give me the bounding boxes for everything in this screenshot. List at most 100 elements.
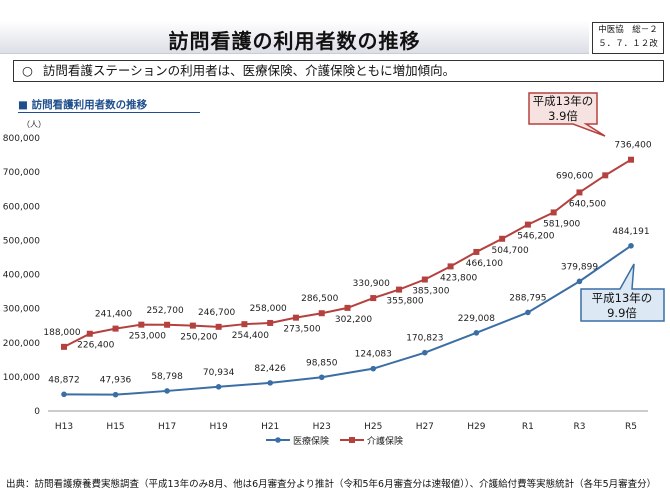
data-label-iryo: 170,823 bbox=[406, 334, 443, 344]
legend: 医療保険 介護保険 bbox=[266, 435, 403, 447]
x-tick-label: H21 bbox=[261, 422, 279, 432]
data-label-kaigo: 252,700 bbox=[146, 306, 183, 316]
legend-marker-kaigo bbox=[349, 437, 355, 443]
data-point-kaigo bbox=[550, 209, 557, 216]
data-point-kaigo bbox=[447, 263, 454, 270]
data-label-iryo: 288,795 bbox=[509, 293, 546, 303]
data-point-kaigo bbox=[344, 304, 351, 311]
document-code-line2: ５．７．１２改 bbox=[598, 39, 658, 49]
document-code: 中医協 総－２ ５．７．１２改 bbox=[592, 22, 664, 54]
x-tick-label: H15 bbox=[106, 422, 124, 432]
data-label-iryo: 48,872 bbox=[48, 375, 80, 385]
data-label-kaigo: 330,900 bbox=[353, 279, 390, 289]
data-label-kaigo: 254,400 bbox=[232, 331, 269, 341]
y-axis-unit: （人） bbox=[22, 120, 46, 129]
data-point-kaigo bbox=[499, 235, 506, 242]
x-tick-label: R5 bbox=[625, 422, 637, 432]
document-code-line1: 中医協 総－２ bbox=[598, 25, 658, 35]
y-tick-label: 300,000 bbox=[3, 305, 40, 315]
data-point-kaigo bbox=[138, 321, 145, 328]
y-tick-label: 200,000 bbox=[3, 339, 40, 349]
data-label-iryo: 70,934 bbox=[203, 368, 235, 378]
y-tick-label: 0 bbox=[34, 407, 40, 417]
data-label-kaigo: 546,200 bbox=[517, 232, 554, 242]
data-point-iryo bbox=[267, 380, 273, 386]
data-point-iryo bbox=[164, 388, 170, 394]
data-point-iryo bbox=[628, 242, 634, 249]
x-tick-label: H25 bbox=[364, 422, 382, 432]
data-label-kaigo: 188,000 bbox=[43, 328, 80, 338]
data-label-kaigo: 226,400 bbox=[77, 341, 114, 351]
x-tick-label: H19 bbox=[210, 422, 228, 432]
data-label-iryo: 484,191 bbox=[612, 227, 649, 237]
data-point-kaigo bbox=[215, 323, 222, 330]
data-point-kaigo bbox=[473, 248, 480, 255]
data-label-kaigo: 736,400 bbox=[614, 141, 651, 151]
data-point-iryo bbox=[525, 309, 531, 316]
data-point-kaigo bbox=[318, 310, 325, 317]
data-point-kaigo bbox=[164, 321, 171, 328]
x-tick-label: R3 bbox=[573, 422, 585, 432]
data-point-kaigo bbox=[524, 221, 531, 228]
data-point-iryo bbox=[370, 365, 377, 372]
data-label-iryo: 82,426 bbox=[254, 364, 286, 374]
data-label-iryo: 124,083 bbox=[355, 350, 392, 360]
data-point-kaigo bbox=[370, 295, 377, 302]
summary-box: ○ 訪問看護ステーションの利用者は、医療保険、介護保険ともに増加傾向。 bbox=[13, 60, 664, 82]
x-tick-label: H27 bbox=[416, 422, 434, 432]
callout-iryo bbox=[580, 263, 665, 322]
data-point-kaigo bbox=[421, 276, 428, 283]
y-tick-label: 500,000 bbox=[3, 236, 40, 246]
callout-kaigo-line1: 平成13年の bbox=[533, 94, 594, 108]
data-point-kaigo bbox=[576, 189, 583, 196]
data-label-iryo: 379,899 bbox=[561, 262, 598, 272]
data-point-iryo bbox=[215, 383, 222, 390]
data-label-kaigo: 640,500 bbox=[569, 199, 606, 209]
x-tick-label: R1 bbox=[522, 422, 534, 432]
data-label-kaigo: 246,700 bbox=[198, 308, 235, 318]
title-bar bbox=[0, 21, 589, 54]
data-label-kaigo: 385,300 bbox=[412, 287, 449, 297]
y-tick-label: 800,000 bbox=[3, 134, 40, 144]
data-point-kaigo bbox=[189, 322, 196, 329]
data-label-kaigo: 466,100 bbox=[466, 259, 503, 269]
x-tick-label: H13 bbox=[55, 422, 73, 432]
data-point-iryo bbox=[422, 349, 428, 356]
data-point-kaigo bbox=[292, 314, 299, 321]
data-point-iryo bbox=[61, 391, 67, 398]
x-tick-label: H23 bbox=[313, 422, 331, 432]
data-label-kaigo: 690,600 bbox=[556, 171, 593, 181]
callout-iryo-line2: 9.9倍 bbox=[607, 306, 637, 320]
legend-label-iryo: 医療保険 bbox=[293, 435, 329, 447]
data-point-iryo bbox=[473, 330, 480, 336]
callout-kaigo-line2: 3.9倍 bbox=[548, 109, 578, 123]
data-point-iryo bbox=[318, 374, 325, 381]
data-label-iryo: 47,936 bbox=[100, 376, 132, 386]
callout-kaigo bbox=[528, 92, 606, 137]
data-label-kaigo: 355,800 bbox=[386, 297, 423, 307]
data-point-kaigo bbox=[628, 156, 634, 163]
legend-label-kaigo: 介護保険 bbox=[367, 435, 403, 447]
data-label-kaigo: 504,700 bbox=[492, 246, 529, 256]
data-label-kaigo: 423,800 bbox=[440, 273, 477, 283]
y-tick-label: 700,000 bbox=[3, 168, 40, 178]
callout-iryo-line1: 平成13年の bbox=[592, 291, 653, 305]
data-label-kaigo: 250,200 bbox=[180, 333, 217, 343]
x-tick-label: H29 bbox=[467, 422, 485, 432]
data-label-kaigo: 581,900 bbox=[543, 219, 580, 229]
data-label-kaigo: 286,500 bbox=[301, 294, 338, 304]
circle-bullet-icon: ○ bbox=[22, 63, 33, 78]
x-tick-label: H17 bbox=[158, 422, 176, 432]
data-label-iryo: 58,798 bbox=[151, 372, 183, 382]
data-point-kaigo bbox=[602, 172, 609, 179]
data-point-kaigo bbox=[61, 343, 67, 350]
data-label-kaigo: 273,500 bbox=[283, 325, 320, 335]
legend-marker-iryo bbox=[275, 437, 281, 443]
summary-text: 訪問看護ステーションの利用者は、医療保険、介護保険ともに増加傾向。 bbox=[42, 63, 456, 78]
data-point-kaigo bbox=[112, 325, 119, 332]
data-label-iryo: 98,850 bbox=[306, 358, 338, 368]
data-label-iryo: 229,008 bbox=[458, 314, 495, 324]
data-label-kaigo: 253,000 bbox=[129, 332, 166, 342]
data-point-kaigo bbox=[86, 330, 93, 337]
